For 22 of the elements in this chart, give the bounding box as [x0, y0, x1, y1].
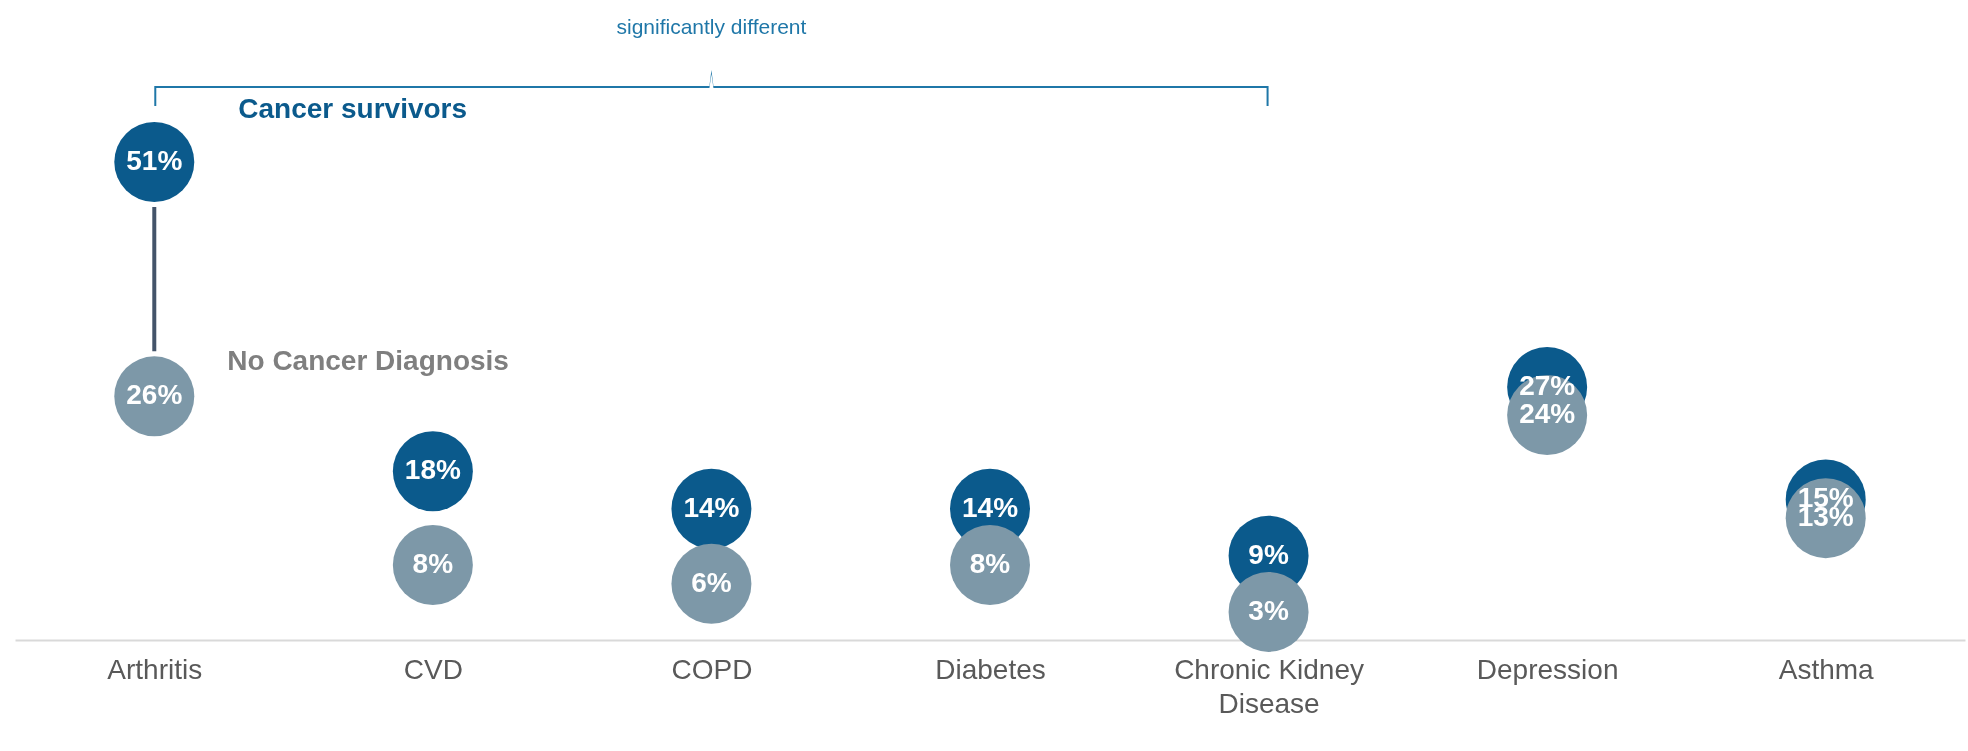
data-label: 24%	[1519, 398, 1576, 430]
data-label: 3%	[1248, 594, 1289, 626]
data-label: 27%	[1519, 369, 1576, 401]
x-tick-label: Depression	[1476, 653, 1619, 685]
text: significantly different	[616, 15, 807, 38]
data-label: 18%	[404, 454, 461, 486]
data-label: 26%	[126, 379, 183, 411]
data-label: 14%	[961, 491, 1019, 523]
x-tick-label: Chronic Kidney Disease	[1174, 653, 1365, 719]
data-label: 51%	[126, 145, 183, 177]
data-label: 8%	[969, 548, 1011, 580]
series-label: Cancer survivors	[238, 93, 468, 125]
x-tick-label: COPD	[671, 653, 753, 685]
x-tick-label: Diabetes	[935, 653, 1046, 685]
x-tick-label: CVD	[403, 653, 463, 685]
series-label: No Cancer Diagnosis	[227, 345, 509, 377]
data-label: 8%	[412, 548, 454, 580]
data-label: 14%	[683, 491, 740, 523]
x-tick-label: Arthritis	[107, 653, 203, 685]
data-label: 9%	[1248, 538, 1289, 570]
x-tick-label: Asthma	[1778, 653, 1875, 685]
data-label: 6%	[691, 566, 732, 598]
